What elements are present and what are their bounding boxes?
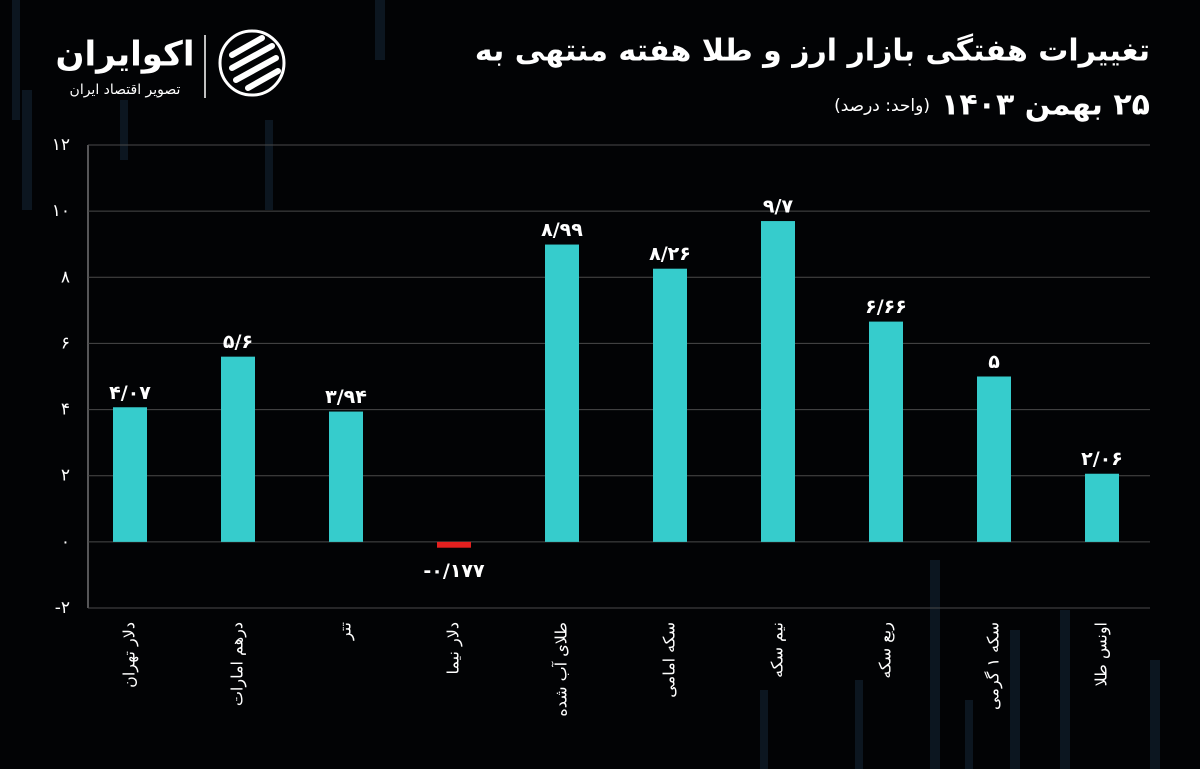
- x-tick-label: تتر: [336, 622, 356, 641]
- value-label: ۹/۷: [763, 196, 794, 218]
- y-tick-label: ۱۲: [52, 135, 70, 155]
- y-tick-label: ۱۰: [52, 201, 70, 221]
- value-label: -۰/۱۷۷: [423, 560, 485, 582]
- value-label: ۳/۹۴: [325, 386, 367, 408]
- value-label: ۶/۶۶: [865, 296, 907, 318]
- unit-note: (واحد: درصد): [834, 96, 930, 116]
- y-tick-label: ۸: [61, 267, 70, 287]
- logo: اکوایران تصویر اقتصاد ایران: [56, 29, 286, 98]
- y-tick-label: -۲: [55, 598, 70, 618]
- bar: [977, 376, 1011, 542]
- value-label: ۴/۰۷: [109, 382, 151, 404]
- value-label: ۲/۰۶: [1081, 448, 1123, 470]
- logo-mark: [218, 29, 286, 97]
- value-label: ۸/۲۶: [649, 243, 691, 265]
- bar: [761, 221, 795, 542]
- x-tick-label: ربع سکه: [876, 622, 896, 679]
- bar: [329, 411, 363, 542]
- bar: [437, 541, 471, 548]
- brand-name: اکوایران: [56, 35, 195, 75]
- y-tick-label: ۲: [61, 466, 70, 486]
- bar: [869, 321, 903, 542]
- value-label: ۵: [988, 351, 1000, 373]
- bar: [653, 268, 687, 542]
- x-tick-label: سکه ۱ گرمی: [984, 622, 1004, 710]
- chart-subtitle: ۲۵ بهمن ۱۴۰۳: [941, 88, 1150, 123]
- x-tick-label: دلار نیما: [444, 622, 464, 674]
- x-tick-label: دلار تهران: [120, 622, 140, 688]
- bar: [1085, 473, 1119, 542]
- y-tick-label: ۶: [61, 333, 70, 353]
- bar: [545, 244, 579, 542]
- value-label: ۵/۶: [223, 331, 253, 353]
- x-tick-label: درهم امارات: [228, 622, 248, 706]
- x-tick-label: طلای آب شده: [552, 622, 571, 717]
- logo-stripes: [229, 35, 281, 91]
- x-tick-label: نیم سکه: [768, 622, 787, 678]
- y-tick-label: ۴: [61, 400, 70, 420]
- bar: [221, 356, 255, 542]
- x-tick-label: اونس طلا: [1092, 622, 1112, 686]
- brand-tagline: تصویر اقتصاد ایران: [70, 82, 181, 98]
- y-tick-label: ۰: [61, 532, 70, 552]
- bar: [113, 407, 147, 542]
- x-tick-label: سکه امامی: [660, 622, 679, 698]
- decor-candles: [12, 0, 1160, 769]
- chart-title: تغییرات هفتگی بازار ارز و طلا هفته منتهی…: [475, 33, 1150, 69]
- value-label: ۸/۹۹: [541, 219, 583, 241]
